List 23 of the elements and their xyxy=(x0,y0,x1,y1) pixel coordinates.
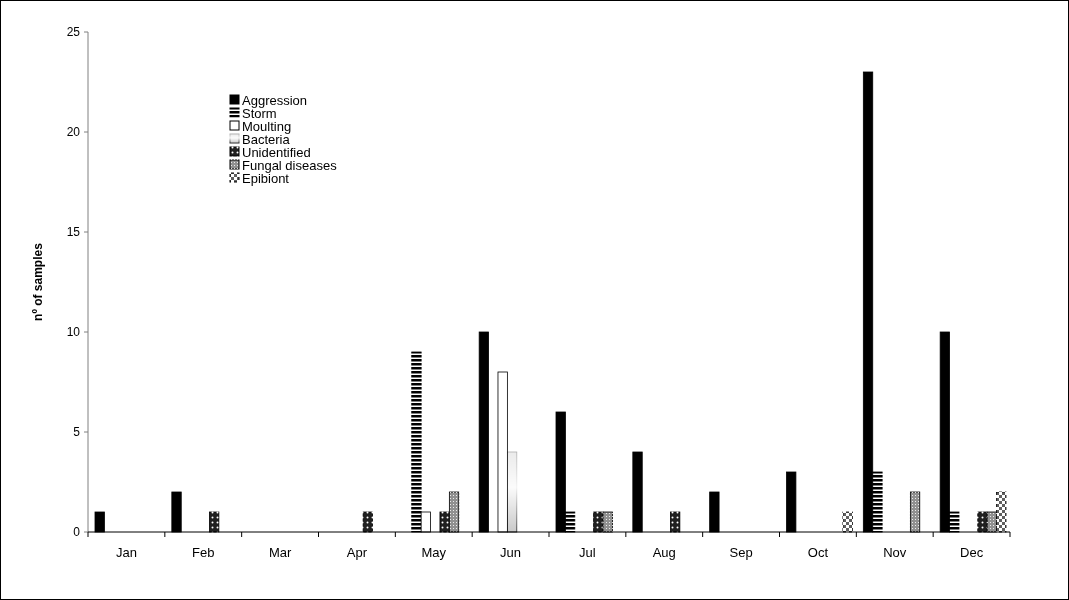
x-tick-label: Mar xyxy=(268,545,292,560)
x-tick-label: Nov xyxy=(883,545,907,560)
x-tick-label: Oct xyxy=(807,545,829,560)
x-tick-label: Feb xyxy=(192,545,215,560)
x-tick-label: Jan xyxy=(115,545,137,560)
x-tick-label: Jul xyxy=(579,545,596,560)
y-axis-title: nº of samples xyxy=(31,242,45,321)
y-tick-label: 20 xyxy=(66,125,81,140)
x-tick-label: Apr xyxy=(346,545,368,560)
x-tick-label: Sep xyxy=(729,545,753,560)
legend-label: Fungal diseases xyxy=(242,157,338,173)
y-tick-label: 25 xyxy=(66,25,81,40)
legend-label: Aggression xyxy=(242,92,308,108)
x-tick-label: Dec xyxy=(960,545,984,560)
legend-label: Moulting xyxy=(242,118,292,134)
x-tick-label: Aug xyxy=(652,545,676,560)
x-tick-label: Jun xyxy=(500,545,522,560)
legend-label: Unidentified xyxy=(242,144,311,160)
y-tick-label: 10 xyxy=(66,325,81,340)
y-tick-label: 5 xyxy=(73,425,81,440)
y-tick-label: 0 xyxy=(73,525,81,540)
x-tick-label: May xyxy=(421,545,447,560)
y-tick-label: 15 xyxy=(66,225,81,240)
